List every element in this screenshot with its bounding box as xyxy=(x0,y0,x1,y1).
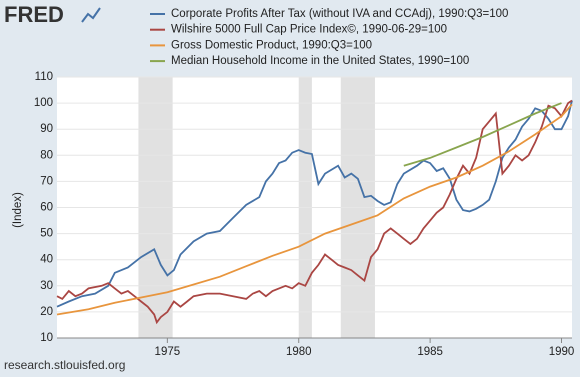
x-tick-label: 1985 xyxy=(417,346,443,358)
y-tick-label: 60 xyxy=(40,202,53,214)
y-tick-label: 110 xyxy=(35,71,53,83)
y-tick-label: 90 xyxy=(40,123,53,135)
y-tick-label: 100 xyxy=(34,97,53,109)
legend-label: Wilshire 5000 Full Cap Price Index©, 199… xyxy=(171,24,447,36)
source-text: research.stlouisfed.org xyxy=(4,358,125,372)
series-line xyxy=(56,99,573,325)
y-tick-label: 50 xyxy=(40,228,53,240)
x-tick-label: 1990 xyxy=(549,346,575,358)
series-line xyxy=(56,103,573,316)
logo-icon xyxy=(81,7,101,23)
y-tick-label: 70 xyxy=(40,175,53,187)
legend-label: Median Household Income in the United St… xyxy=(171,55,469,67)
logo-text: FRED xyxy=(4,2,64,27)
y-tick-label: 40 xyxy=(40,254,53,266)
y-axis-label: (Index) xyxy=(12,192,24,228)
x-tick-label: 1980 xyxy=(286,346,312,358)
logo: FRED xyxy=(4,2,101,27)
series-line xyxy=(403,102,562,167)
legend-label: Corporate Profits After Tax (without IVA… xyxy=(171,8,508,20)
y-tick-label: 30 xyxy=(40,280,53,292)
y-tick-label: 20 xyxy=(40,306,53,318)
legend-label: Gross Domestic Product, 1990:Q3=100 xyxy=(171,39,372,51)
y-tick-label: 10 xyxy=(40,332,53,344)
x-tick-label: 1975 xyxy=(155,346,181,358)
y-tick-label: 80 xyxy=(40,149,53,161)
